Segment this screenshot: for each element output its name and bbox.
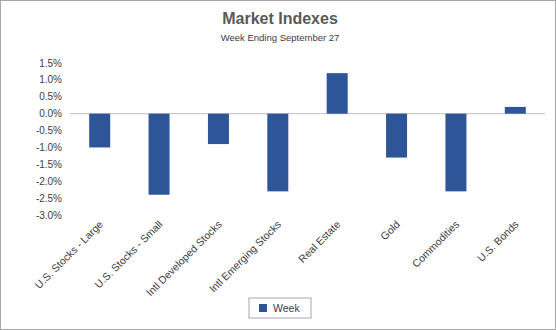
bar <box>386 114 407 158</box>
x-tick-label: U.S. Bonds <box>475 218 521 264</box>
bars <box>89 73 526 195</box>
y-tick-label: 0.5% <box>39 91 62 102</box>
y-tick-label: -0.5% <box>36 125 62 136</box>
subtitle: Week Ending September 27 <box>221 32 340 43</box>
x-tick-label: Gold <box>378 218 402 242</box>
zero-axis <box>70 113 545 114</box>
legend-label: Week <box>273 302 300 314</box>
title: Market Indexes <box>222 10 338 27</box>
x-tick-label: Intl Emerging Stocks <box>207 218 284 295</box>
chart: Market Indexes Week Ending September 27 -3… <box>0 0 556 330</box>
y-tick-label: -1.0% <box>36 142 62 153</box>
bar <box>445 114 466 192</box>
y-tick-label: -2.5% <box>36 193 62 204</box>
chart-border <box>1 1 556 330</box>
legend-box <box>249 298 311 318</box>
y-tick-label: -1.5% <box>36 159 62 170</box>
y-tick-label: 1.0% <box>39 74 62 85</box>
x-tick-label: Commodities <box>410 218 462 270</box>
x-tick-label: Real Estate <box>296 218 343 265</box>
bar <box>208 114 229 144</box>
y-tick-label: -3.0% <box>36 210 62 221</box>
bar <box>89 114 110 148</box>
bar <box>327 73 348 114</box>
y-tick-label: 0.0% <box>39 108 62 119</box>
legend-swatch <box>259 304 267 312</box>
bar <box>149 114 170 195</box>
y-tick-label: -2.0% <box>36 176 62 187</box>
y-tick-label: 1.5% <box>39 58 62 69</box>
bar <box>505 107 526 114</box>
bar <box>267 114 288 192</box>
